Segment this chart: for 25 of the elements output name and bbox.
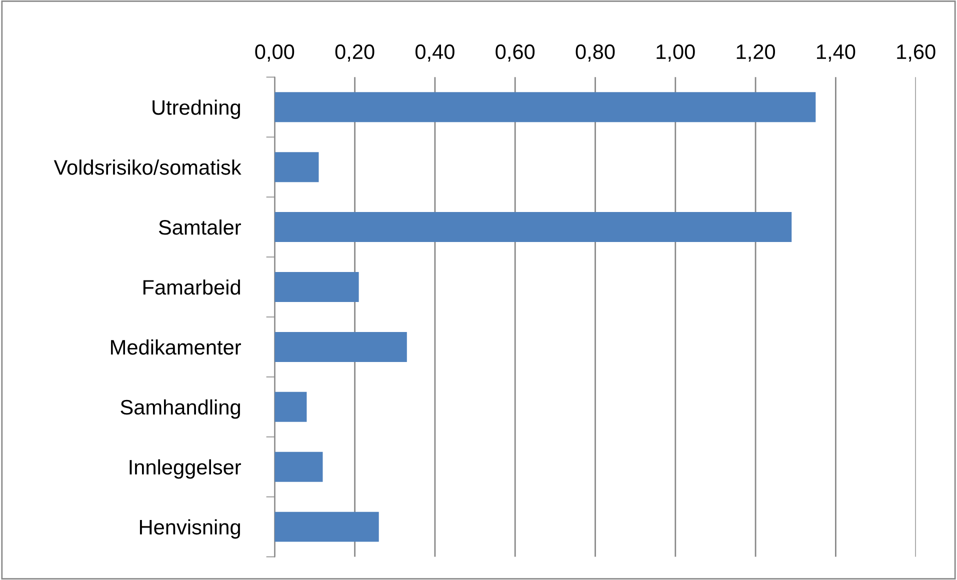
y-tick-label: Samhandling — [120, 399, 240, 419]
bar — [274, 332, 407, 362]
x-tick-label: 1,00 — [656, 44, 695, 62]
bar — [274, 392, 307, 422]
y-tick-label: Medikamenter — [111, 339, 241, 355]
y-tick-label: Samtaler — [158, 219, 241, 235]
x-tick-label: 0,00 — [255, 44, 294, 62]
bar — [274, 212, 792, 242]
bar — [274, 512, 379, 542]
y-tick-label: Famarbeid — [143, 279, 240, 295]
y-tick-label: Innleggelser — [130, 459, 241, 479]
x-tick-label: 1,40 — [817, 44, 856, 62]
x-tick-label: 1,60 — [897, 44, 936, 62]
bar — [274, 92, 816, 122]
x-tick-label: 0,20 — [335, 44, 374, 62]
x-tick-label: 0,80 — [576, 44, 615, 62]
bar — [274, 272, 359, 302]
y-tick-label: Henvisning — [140, 519, 240, 539]
y-tick-label: Utredning — [152, 100, 240, 119]
bar — [274, 152, 319, 182]
x-tick-label: 0,60 — [496, 44, 535, 62]
y-tick-label: Voldsrisiko/somatisk — [54, 160, 242, 175]
x-tick-label: 1,20 — [736, 44, 776, 62]
bar — [274, 452, 323, 482]
x-tick-label: 0,40 — [416, 44, 454, 62]
